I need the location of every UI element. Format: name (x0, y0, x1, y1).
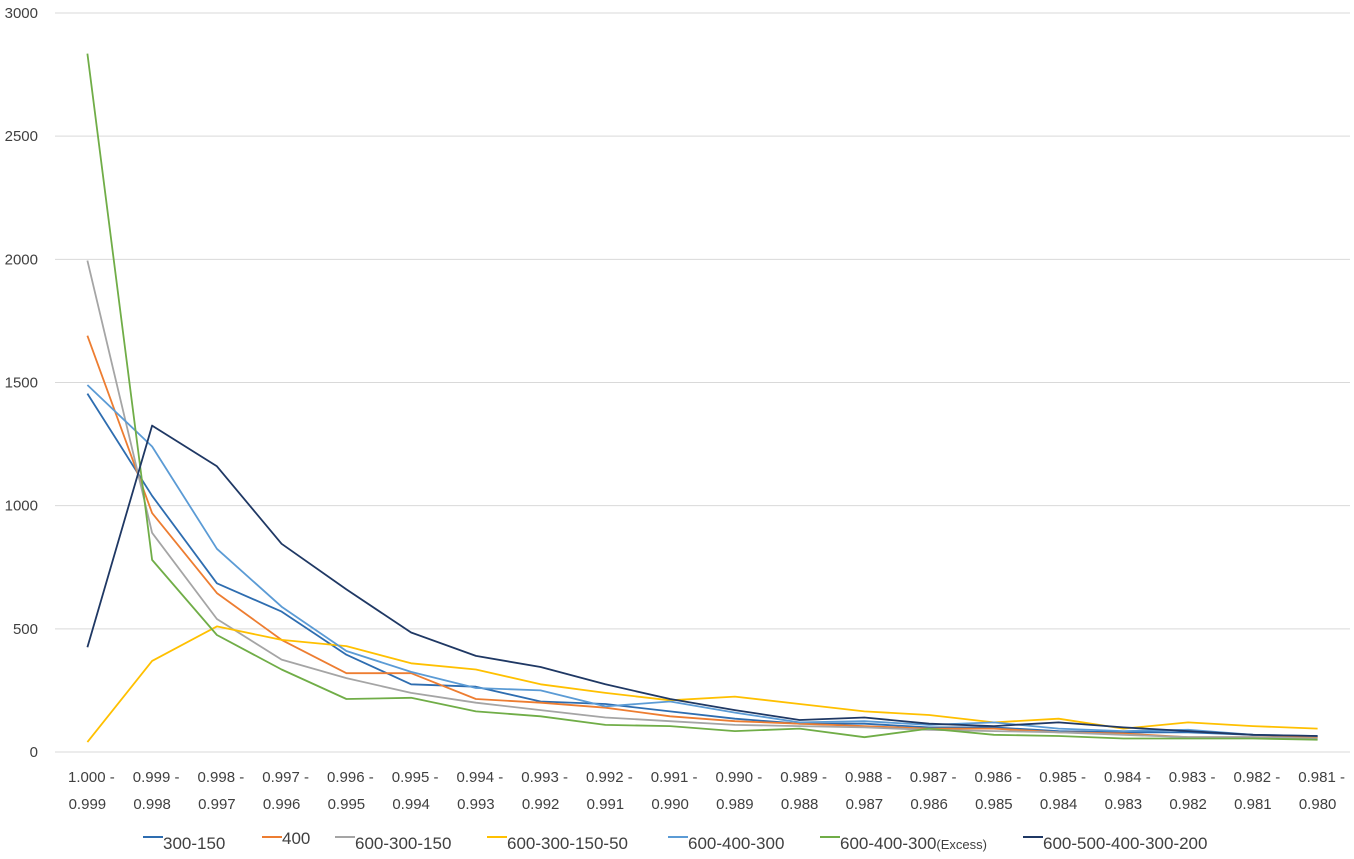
x-tick-label: 0.987 (846, 796, 884, 813)
y-axis-tick-labels: 0 500 1000 1500 2000 2500 3000 (5, 5, 38, 761)
x-tick-label: 0.994 - (457, 769, 504, 786)
x-tick-label: 0.995 (328, 796, 366, 813)
y-tick-label: 2000 (5, 251, 38, 268)
x-tick-label: 0.988 - (845, 769, 892, 786)
x-tick-label: 0.986 - (975, 769, 1022, 786)
x-tick-label: 0.992 (522, 796, 560, 813)
x-tick-label: 0.981 - (1298, 769, 1345, 786)
x-tick-label: 0.991 - (651, 769, 698, 786)
legend: 300-150 400 600-300-150 600-300-150-50 600-4… (143, 829, 1207, 853)
y-tick-label: 1500 (5, 375, 38, 392)
x-tick-label: 0.986 (910, 796, 948, 813)
x-tick-label: 0.991 (587, 796, 625, 813)
legend-label: 600-300-150-50 (507, 834, 628, 853)
x-tick-label: 0.989 (716, 796, 754, 813)
x-tick-label: 0.992 - (586, 769, 633, 786)
x-tick-label: 0.990 - (716, 769, 763, 786)
legend-label: 600-400-300(Excess) (840, 834, 987, 853)
series-line-6 (86, 53, 1318, 741)
x-tick-label: 0.996 (263, 796, 301, 813)
legend-label: 600-500-400-300-200 (1043, 834, 1207, 853)
x-tick-label: 0.998 (133, 796, 171, 813)
y-tick-label: 2500 (5, 128, 38, 145)
legend-label: 400 (282, 829, 310, 848)
x-axis-tick-labels: 1.000 - 0.999 0.999 - 0.998 0.998 - 0.997 0.99… (68, 769, 1345, 813)
x-tick-label: 0.983 - (1169, 769, 1216, 786)
x-tick-label: 0.993 (457, 796, 495, 813)
y-tick-label: 0 (30, 744, 38, 761)
x-tick-label: 0.987 - (910, 769, 957, 786)
legend-label-suffix: (Excess) (936, 837, 987, 852)
x-tick-label: 0.994 (392, 796, 430, 813)
x-tick-label: 0.985 - (1039, 769, 1086, 786)
x-tick-label: 0.997 - (262, 769, 309, 786)
x-tick-label: 0.982 (1169, 796, 1207, 813)
x-tick-label: 0.990 (651, 796, 689, 813)
x-tick-label: 0.983 (1105, 796, 1143, 813)
legend-label: 300-150 (163, 834, 225, 853)
x-tick-label: 0.985 (975, 796, 1013, 813)
x-tick-label: 0.989 - (780, 769, 827, 786)
x-tick-label: 0.993 - (521, 769, 568, 786)
x-tick-label: 0.982 - (1234, 769, 1281, 786)
x-tick-label: 0.981 (1234, 796, 1272, 813)
x-tick-label: 0.988 (781, 796, 819, 813)
legend-label: 600-400-300 (688, 834, 784, 853)
series-line-1 (86, 393, 1318, 739)
y-tick-label: 3000 (5, 5, 38, 22)
series-lines (86, 53, 1318, 743)
x-tick-label: 1.000 - (68, 769, 115, 786)
x-tick-label: 0.998 - (198, 769, 245, 786)
series-line-2 (86, 335, 1318, 739)
x-tick-label: 0.996 - (327, 769, 374, 786)
y-tick-label: 500 (13, 621, 38, 638)
series-line-7 (86, 424, 1318, 737)
y-tick-label: 1000 (5, 498, 38, 515)
x-tick-label: 0.980 (1299, 796, 1337, 813)
series-line-5 (86, 384, 1318, 737)
legend-label: 600-300-150 (355, 834, 451, 853)
x-tick-label: 0.999 - (133, 769, 180, 786)
x-tick-label: 0.984 (1040, 796, 1078, 813)
series-line-3 (86, 260, 1318, 740)
x-tick-label: 0.997 (198, 796, 236, 813)
x-tick-label: 0.999 (69, 796, 107, 813)
x-tick-label: 0.984 - (1104, 769, 1151, 786)
x-tick-label: 0.995 - (392, 769, 439, 786)
series-line-4 (86, 625, 1318, 743)
gridlines (55, 12, 1350, 753)
